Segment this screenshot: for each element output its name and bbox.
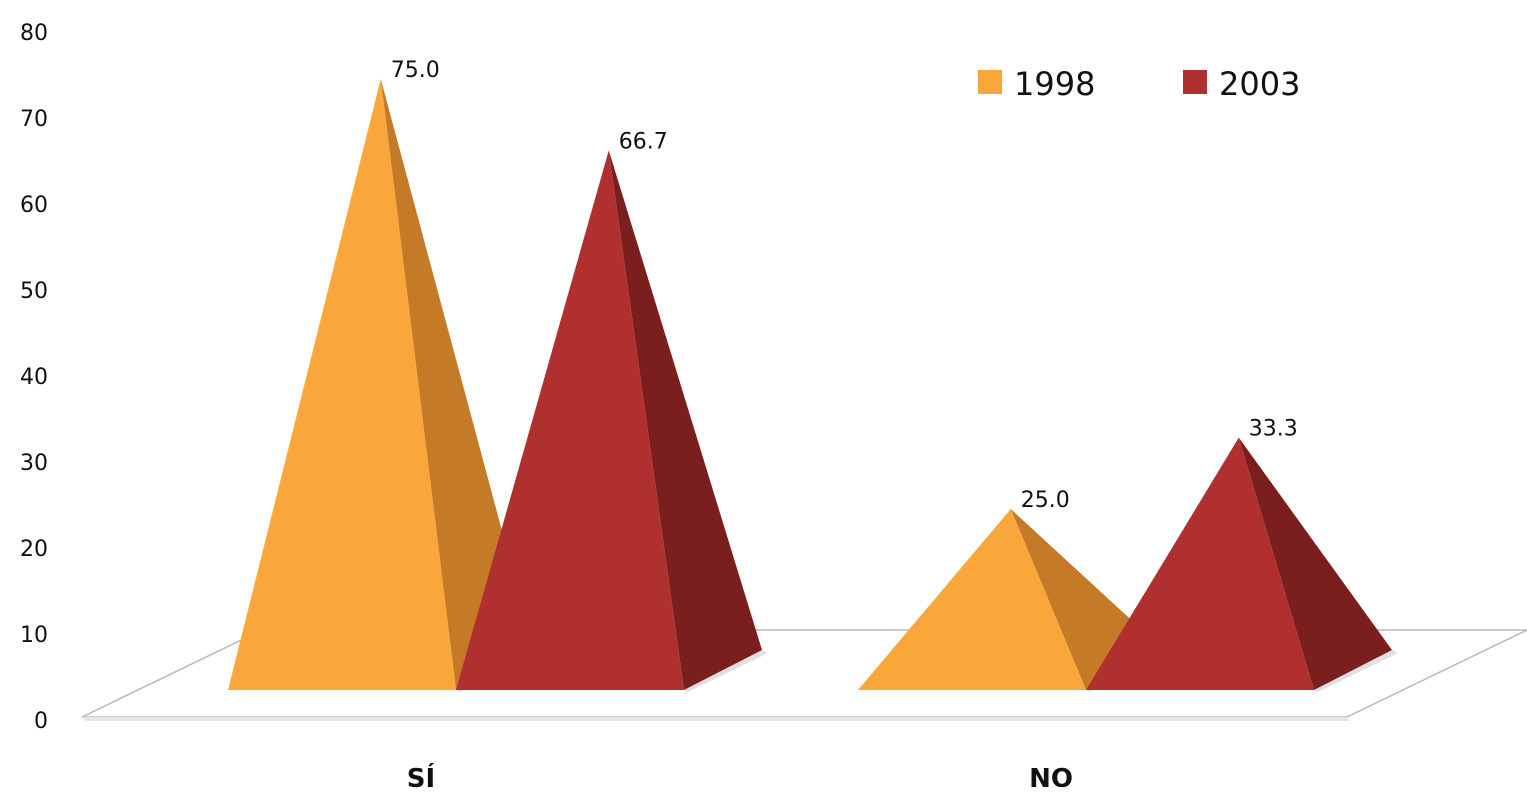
data-label-2003-0: 66.7 [619, 129, 668, 154]
y-tick-label: 30 [20, 451, 48, 476]
legend-label-2003: 2003 [1219, 65, 1300, 103]
pyramid-side-1998-0 [380, 79, 534, 690]
pyramid-side-2003-1 [1238, 437, 1392, 690]
y-tick-label: 10 [20, 623, 48, 648]
y-tick-label: 0 [34, 709, 48, 734]
pyramid-front-1998-1 [858, 509, 1086, 690]
data-label-1998-1: 25.0 [1021, 488, 1070, 513]
pyramid-shadow [684, 650, 768, 692]
pyramid-front-2003-0 [456, 150, 684, 690]
pyramid-front-2003-1 [1086, 437, 1314, 690]
data-label-2003-1: 33.3 [1249, 417, 1298, 442]
pyramid-front-1998-0 [228, 79, 456, 690]
y-tick-label: 80 [20, 21, 48, 46]
legend-swatch-1998 [978, 70, 1002, 94]
floor-edge [82, 717, 1350, 721]
y-tick-label: 70 [20, 107, 48, 132]
y-tick-label: 40 [20, 365, 48, 390]
category-label-0: SÍ [407, 762, 435, 793]
data-label-1998-0: 75.0 [391, 58, 440, 83]
pyramid-side-2003-0 [608, 150, 762, 690]
category-label-1: NO [1029, 764, 1073, 793]
pyramid-shadow [1314, 650, 1398, 692]
y-tick-label: 60 [20, 193, 48, 218]
y-tick-label: 50 [20, 279, 48, 304]
legend-swatch-2003 [1183, 70, 1207, 94]
legend-label-1998: 1998 [1014, 65, 1095, 103]
y-tick-label: 20 [20, 537, 48, 562]
